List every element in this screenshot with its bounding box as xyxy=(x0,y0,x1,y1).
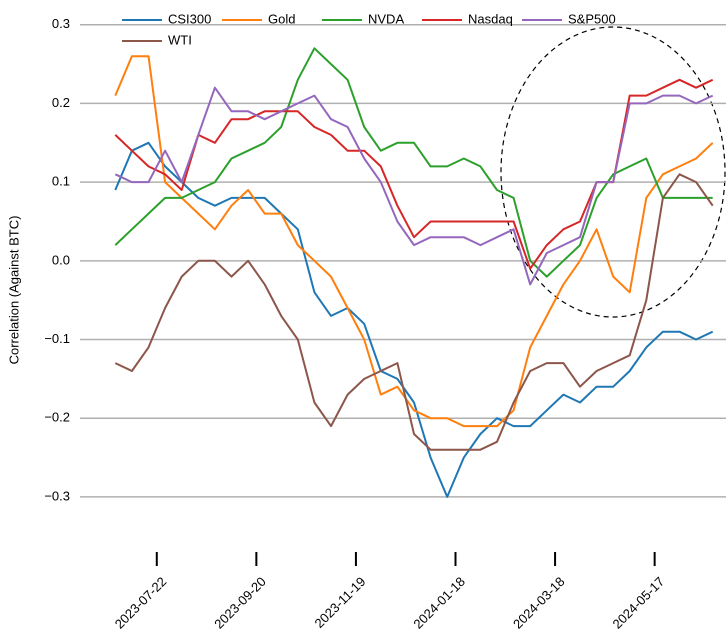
series-line xyxy=(114,86,714,286)
x-tick-label: 2024-03-18 xyxy=(510,574,568,632)
y-tick-label: 0.0 xyxy=(52,252,70,267)
y-tick-label: −0.1 xyxy=(44,331,70,346)
x-tick-label: 2023-11-19 xyxy=(312,574,369,631)
highlight-ellipse xyxy=(500,26,726,318)
legend-label: CSI300 xyxy=(168,11,211,26)
series-line xyxy=(114,47,713,278)
legend-label: Nasdaq xyxy=(468,11,513,26)
y-axis-label: Correlation (Against BTC) xyxy=(6,216,21,365)
y-tick-label: −0.2 xyxy=(44,410,70,425)
y-tick-label: 0.3 xyxy=(52,16,70,31)
y-tick-label: −0.3 xyxy=(44,488,70,503)
x-tick-label: 2023-07-22 xyxy=(112,574,170,632)
series-line xyxy=(114,141,714,498)
legend-label: S&P500 xyxy=(568,11,616,26)
series-line xyxy=(114,55,714,428)
x-tick-label: 2023-09-20 xyxy=(211,574,269,632)
x-tick-label: 2024-05-17 xyxy=(610,574,668,632)
series-line xyxy=(114,173,714,451)
legend-label: Gold xyxy=(268,11,295,26)
series-line xyxy=(114,78,714,270)
legend-label: NVDA xyxy=(368,11,404,26)
y-tick-label: 0.1 xyxy=(52,174,70,189)
legend-label: WTI xyxy=(168,32,192,47)
x-tick-label: 2024-01-18 xyxy=(410,574,468,632)
y-tick-label: 0.2 xyxy=(52,95,70,110)
